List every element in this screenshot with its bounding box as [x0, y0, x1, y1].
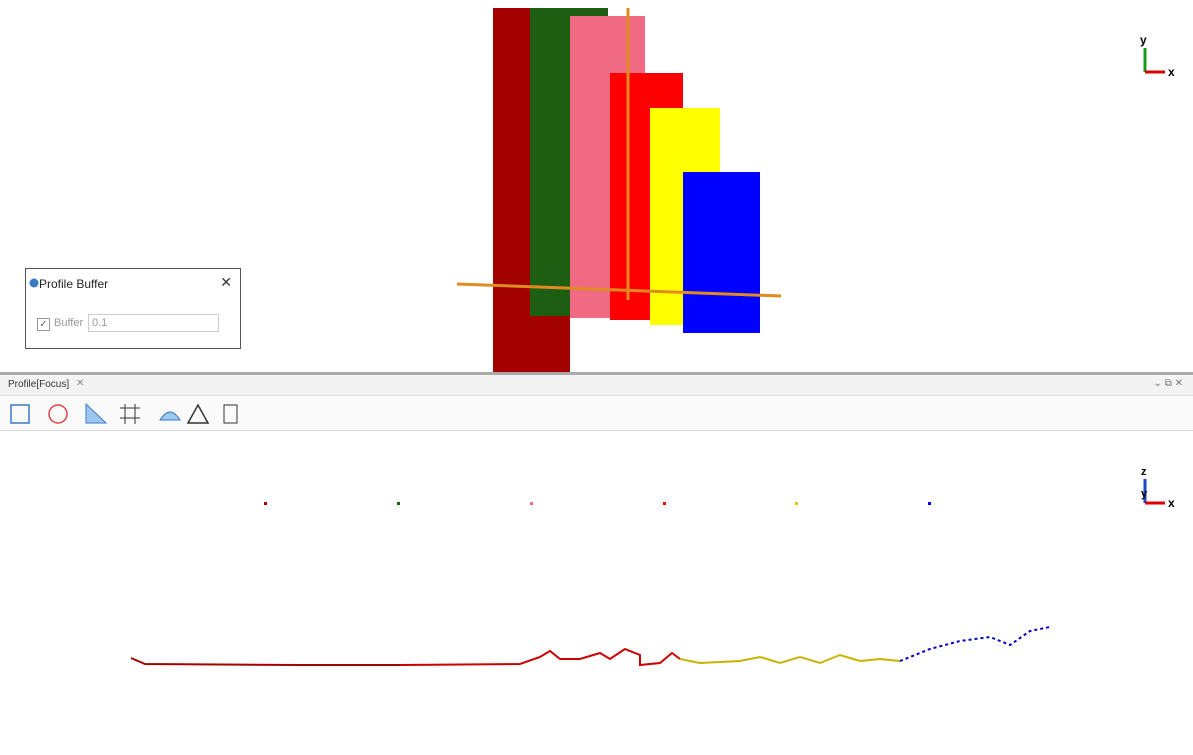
profile-buffer-dialog[interactable]: Profile Buffer ✕ ✓ Buffer 0.1 [25, 268, 241, 349]
tab-bar: Profile[Focus] ✕ ⌄ ⧉ ✕ [0, 375, 1193, 396]
profile-trace [900, 627, 1050, 661]
point [795, 502, 798, 505]
buffer-checkbox[interactable]: ✓ [37, 318, 50, 331]
axis-label: z [1141, 466, 1147, 478]
profile-view: z y x [0, 431, 1193, 755]
tool-report[interactable] [224, 405, 237, 423]
dialog-title: Profile Buffer [39, 277, 108, 291]
point [264, 502, 267, 505]
point [397, 502, 400, 505]
tool-triangle[interactable] [188, 405, 208, 423]
point [530, 502, 533, 505]
tab-close[interactable]: ✕ [76, 378, 84, 389]
tool-orbit[interactable] [49, 405, 67, 423]
point [928, 502, 931, 505]
tool-grid[interactable] [120, 404, 140, 424]
app: y x Profile Buffer ✕ ✓ Buffer 0.1 Profil… [0, 0, 1193, 755]
buffer-label: Buffer [54, 317, 83, 329]
profile-trace [400, 649, 680, 665]
toolbar [0, 396, 1193, 431]
window-controls[interactable]: ⌄ ⧉ ✕ [1154, 378, 1183, 389]
tool-terrain[interactable] [160, 412, 180, 420]
axis-label: y [1141, 488, 1148, 500]
toolbar-icons [0, 396, 260, 430]
dialog-icon [29, 278, 39, 288]
profile-tab[interactable]: Profile[Focus] [8, 379, 69, 390]
axis-label: y [1140, 33, 1147, 47]
profile-trace [131, 658, 400, 665]
cloud-strip [683, 172, 760, 333]
point [663, 502, 666, 505]
axis-label: x [1168, 496, 1175, 510]
profile-trace [680, 655, 900, 663]
tool-measure[interactable] [86, 404, 106, 423]
close-button[interactable]: ✕ [220, 274, 232, 291]
tool-3d[interactable] [11, 405, 29, 423]
axis-label: x [1168, 65, 1175, 79]
buffer-input[interactable]: 0.1 [88, 314, 219, 332]
